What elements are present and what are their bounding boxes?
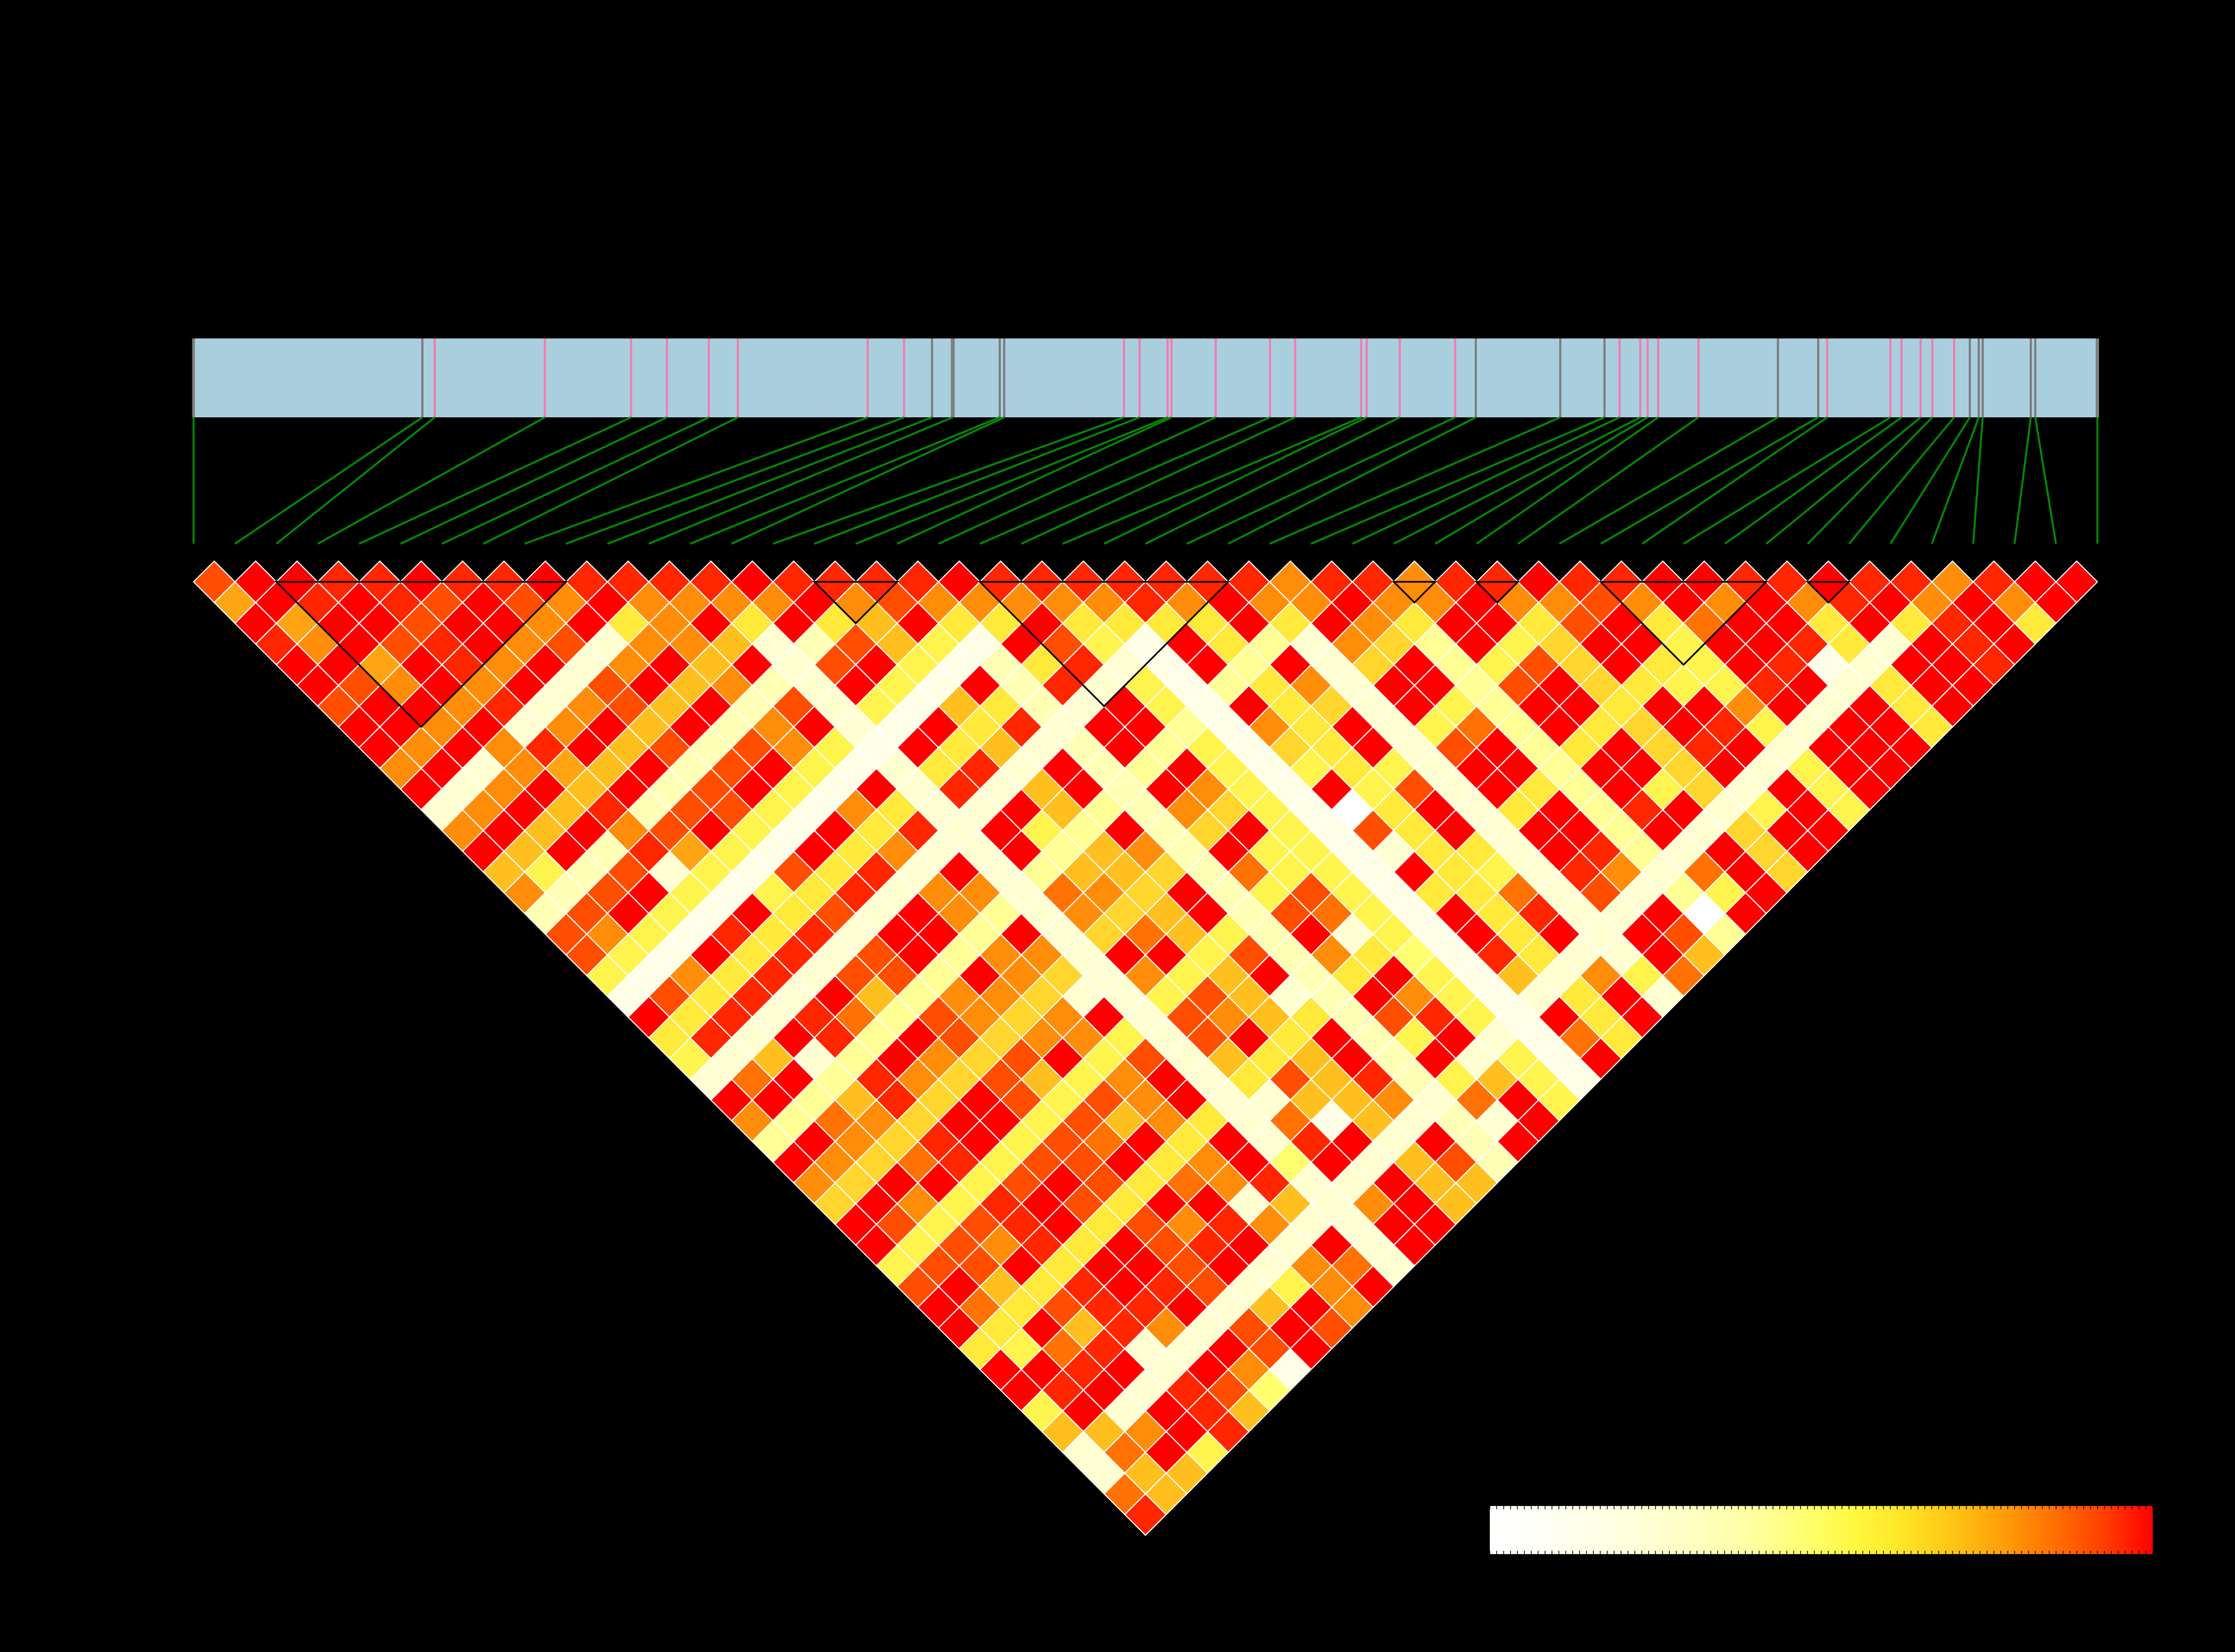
connector-line xyxy=(1393,416,1641,545)
connector-line xyxy=(773,416,1124,545)
connector-line xyxy=(524,416,868,545)
connector-line xyxy=(1972,417,1984,544)
connector-line xyxy=(690,416,1000,545)
ld-block-outline xyxy=(1474,581,1520,604)
connector-line xyxy=(1062,416,1362,545)
connector-line xyxy=(441,416,709,545)
connector-line xyxy=(1517,416,1700,545)
snp-position-ticks xyxy=(192,338,2099,417)
connector-line xyxy=(1724,416,1903,545)
ld-block-outline xyxy=(1598,581,1768,666)
ld-block-outline xyxy=(1391,581,1437,604)
color-key xyxy=(1489,1506,2153,1554)
snp-connector-lines xyxy=(192,416,2098,545)
connector-line xyxy=(1641,416,1828,545)
connector-line xyxy=(359,416,632,545)
connector-line xyxy=(1806,416,1933,545)
ld-block-outline xyxy=(1805,581,1851,604)
connector-line xyxy=(1766,416,1922,545)
connector-line xyxy=(1931,417,1980,544)
genomic-map-bar xyxy=(194,338,2097,417)
connector-line xyxy=(1683,416,1891,545)
connector-line xyxy=(938,416,1216,545)
connector-line xyxy=(1889,417,1971,544)
connector-line xyxy=(2013,417,2032,544)
ld-block-outline xyxy=(274,581,568,728)
connector-line xyxy=(275,416,436,545)
genomic-map-track xyxy=(194,338,2097,417)
connector-line xyxy=(1310,416,1605,545)
connector-line xyxy=(1600,416,1819,545)
ld-cell xyxy=(1124,1493,1167,1536)
color-key-bar xyxy=(1490,1506,2153,1554)
connector-line xyxy=(1434,416,1648,545)
connector-line xyxy=(1559,416,1778,545)
connector-line xyxy=(1352,416,1620,545)
connector-line xyxy=(607,416,933,545)
ld-block-outlines xyxy=(274,581,1851,728)
connector-line xyxy=(1476,416,1659,545)
connector-line xyxy=(979,416,1271,545)
ld-block-outline xyxy=(812,581,900,625)
connector-line xyxy=(1269,416,1561,545)
connector-line xyxy=(1020,416,1296,545)
connector-line xyxy=(2034,417,2057,544)
connector-line xyxy=(234,416,423,545)
ld-heatmap-triangle xyxy=(192,560,2098,1536)
connector-line xyxy=(731,416,1005,545)
connector-line xyxy=(814,416,1140,545)
connector-line xyxy=(1186,416,1456,545)
connector-line xyxy=(566,416,905,545)
connector-line xyxy=(648,416,953,545)
ld-block-outline xyxy=(977,581,1231,708)
connector-line xyxy=(1103,416,1367,545)
connector-line xyxy=(483,416,738,545)
connector-line xyxy=(896,416,1172,545)
connector-line xyxy=(317,416,545,545)
connector-line xyxy=(855,416,1168,545)
connector-line xyxy=(1145,416,1400,545)
connector-line xyxy=(1848,416,1955,545)
connector-line xyxy=(400,416,667,545)
connector-line xyxy=(1227,416,1476,545)
